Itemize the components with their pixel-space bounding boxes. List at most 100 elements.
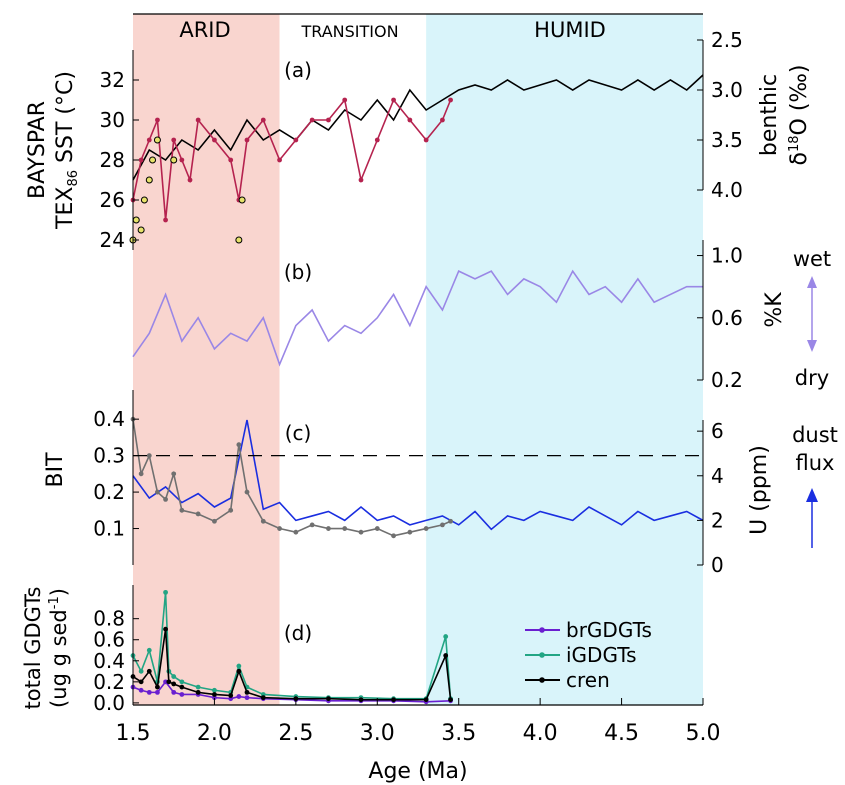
series-0-0-line	[132, 74, 704, 181]
dust-flux-arrow-icon	[806, 488, 818, 548]
tick-label-1-right-1: 0.6	[711, 306, 743, 330]
series-3-2-point-10	[228, 693, 234, 698]
series-2-0-line	[132, 419, 704, 531]
annotation-dry: dry	[795, 366, 829, 390]
zone-label-arid: ARID	[179, 18, 230, 42]
series-0-2-point-8	[235, 236, 243, 244]
series-2-1-point-15	[309, 522, 315, 528]
series-3-1-point-9	[212, 687, 217, 693]
tick-label-2-right-1: 2	[711, 508, 724, 532]
series-0-1-point-24	[440, 117, 445, 123]
series-0-2-point-4	[145, 176, 153, 184]
series-3-1-point-6	[171, 674, 177, 679]
zone-label-humid: HUMID	[534, 18, 606, 42]
tick-label-0-right-0: 2.5	[711, 28, 743, 52]
series-0-2-point-2	[137, 226, 145, 234]
series-3-1-point-1	[138, 668, 144, 674]
series-2-1-point-1	[138, 471, 144, 477]
axis-title-a-right-line2: δ18O (‰)	[787, 64, 812, 165]
series-2-1-point-21	[407, 529, 413, 535]
tick-label-3-left-4: 0.8	[93, 607, 125, 631]
tick-label-0-left-1: 26	[100, 188, 125, 212]
x-tick-label-4: 3.5	[441, 721, 476, 746]
tick-label-3-left-1: 0.2	[93, 670, 125, 694]
series-3-2-point-6	[171, 681, 177, 687]
series-3-1-point-19	[443, 634, 449, 639]
series-3-2-point-4	[163, 626, 168, 632]
series-0-2-point-5	[149, 156, 157, 164]
series-3-1-point-7	[179, 679, 185, 685]
series-3-2-point-17	[391, 697, 396, 703]
series-0-2-point-3	[140, 196, 148, 204]
series-2-1-point-8	[212, 518, 217, 524]
series-3-0-point-1	[138, 687, 144, 693]
series-3-2-point-15	[326, 696, 331, 702]
tick-label-3-left-3: 0.6	[93, 628, 125, 652]
tick-label-2-right-2: 4	[711, 464, 724, 488]
x-tick-label-3: 3.0	[360, 721, 395, 746]
legend-swatch-marker-2	[539, 677, 545, 683]
axis-title-a-left-line1: BAYSPAR	[25, 101, 50, 199]
series-0-2-point-7	[170, 156, 178, 164]
tick-label-0-right-2: 3.5	[711, 128, 743, 152]
series-0-1-point-9	[212, 137, 217, 143]
tick-label-2-right-3: 6	[711, 419, 724, 443]
series-0-2-point-6	[153, 136, 161, 144]
series-2-1-point-10	[236, 442, 242, 448]
x-tick-label-1: 2.0	[197, 721, 232, 746]
tick-label-2-left-2: 0.3	[93, 444, 125, 468]
zone-band-1	[279, 14, 427, 705]
panel-label-d: (d)	[284, 621, 312, 645]
series-3-2-point-8	[195, 689, 201, 695]
series-3-2-point-13	[260, 695, 266, 701]
tick-label-2-right-0: 0	[711, 553, 724, 577]
panel-label-b: (b)	[284, 260, 312, 284]
x-tick-label-6: 4.5	[604, 721, 639, 746]
series-0-1-point-4	[163, 217, 168, 223]
series-3-1-point-2	[146, 647, 152, 653]
series-0-1-point-8	[195, 117, 201, 123]
tick-label-0-right-3: 4.0	[711, 178, 743, 202]
series-2-1-point-17	[342, 526, 348, 531]
series-3-2-point-9	[212, 692, 217, 697]
series-3-2-point-18	[423, 697, 429, 703]
series-3-2-point-2	[146, 668, 152, 674]
series-0-1-point-15	[293, 137, 299, 143]
series-2-1-point-6	[179, 507, 185, 513]
tick-label-0-left-2: 28	[100, 148, 125, 172]
tick-label-3-left-2: 0.4	[93, 649, 125, 673]
series-2-1-point-4	[163, 496, 168, 502]
chart-series-layer	[129, 74, 704, 705]
panel-label-a: (a)	[284, 58, 312, 82]
axis-title-a-left-line2: TEX86 SST (°C)	[53, 71, 81, 230]
series-0-1-point-2	[146, 137, 152, 143]
annotation-flux: flux	[796, 451, 835, 475]
series-2-1-point-22	[423, 526, 429, 531]
axis-title-d-left-line1: total GDGTs	[21, 587, 45, 710]
series-0-1-point-20	[374, 137, 380, 143]
tick-label-1-right-0: 0.2	[711, 368, 743, 392]
series-2-1-point-16	[326, 526, 331, 531]
climate-zone-bands	[133, 14, 703, 705]
annotation-wet: wet	[793, 247, 831, 271]
series-0-1-point-19	[358, 177, 364, 183]
series-2-1-point-12	[260, 518, 266, 524]
series-3-0-point-10	[236, 694, 242, 699]
series-0-2-point-1	[132, 216, 140, 224]
tick-label-2-left-1: 0.2	[93, 480, 125, 504]
series-3-0-point-6	[179, 692, 185, 697]
legend-label-0: brGDGTs	[566, 618, 652, 642]
series-2-1-point-14	[293, 529, 299, 535]
tick-label-2-left-3: 0.4	[93, 407, 125, 431]
series-2-1-point-13	[277, 526, 282, 531]
wet-dry-double-arrow-icon	[807, 276, 817, 352]
series-3-1-point-4	[163, 589, 168, 595]
series-0-1-point-6	[179, 157, 185, 163]
series-0-1-point-13	[260, 117, 266, 123]
legend-swatch-marker-1	[539, 652, 545, 658]
zone-band-0	[133, 14, 280, 705]
series-0-1-point-10	[228, 157, 234, 163]
x-tick-label-0: 1.5	[116, 721, 151, 746]
series-0-1-point-18	[342, 97, 348, 103]
series-0-1-point-25	[448, 97, 453, 103]
